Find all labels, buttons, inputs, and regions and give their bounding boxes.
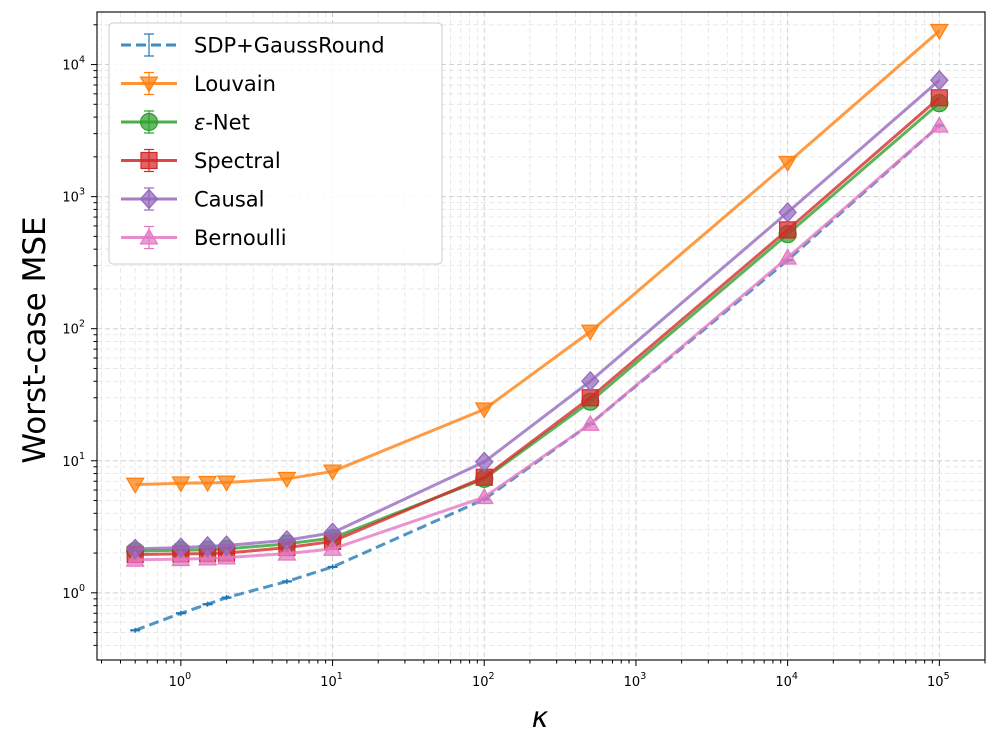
data-point: [580, 414, 600, 431]
series-1: [125, 23, 949, 494]
legend-label: Causal: [194, 188, 265, 212]
x-tick-label: 105: [927, 671, 950, 690]
data-point: [778, 248, 798, 265]
data-point: [323, 539, 343, 556]
y-tick-label: 103: [62, 187, 85, 206]
data-point: [198, 535, 217, 557]
data-point: [323, 464, 343, 481]
data-point: [930, 89, 948, 107]
legend: SDP+GaussRound Louvain ε-Net Spectral Causal…: [108, 22, 443, 265]
legend-marker: [139, 76, 159, 93]
legend-label: Louvain: [194, 72, 276, 96]
data-point: [327, 564, 338, 570]
x-tick-label: 104: [775, 671, 798, 690]
legend-box: [108, 22, 443, 265]
axis-ticks: 100 101 102 103 104 105 100 101 102 103 104: [62, 24, 986, 690]
legend-item: SDP+GaussRound: [121, 33, 385, 58]
data-point: [277, 529, 297, 551]
data-point: [323, 522, 342, 544]
y-axis-title: Worst-case MSE: [17, 216, 53, 463]
data-point: [198, 549, 218, 566]
data-point: [125, 538, 145, 560]
series-line: [135, 96, 941, 557]
legend-label: ε-Net: [194, 111, 250, 135]
data-point: [217, 535, 236, 556]
legend-label: Spectral: [194, 149, 281, 173]
data-point: [929, 23, 949, 41]
series-layer: [125, 23, 949, 633]
data-point: [778, 201, 797, 223]
legend-marker: [139, 188, 159, 210]
data-point: [171, 537, 191, 559]
data-point: [474, 451, 494, 473]
data-point: [198, 475, 218, 493]
legend-item: Bernoulli: [121, 225, 287, 250]
series-line: [135, 29, 941, 487]
data-point: [277, 471, 297, 489]
y-tick-label: 101: [62, 451, 85, 470]
legend-item: ε-Net: [121, 110, 250, 135]
data-point: [277, 544, 297, 561]
data-point: [581, 389, 599, 407]
legend-marker: [140, 151, 158, 170]
x-tick-label: 100: [169, 671, 192, 690]
legend-item: Spectral: [121, 148, 281, 173]
x-axis-title: κ: [532, 701, 549, 734]
data-point: [580, 370, 600, 392]
data-point: [580, 324, 600, 341]
data-point: [216, 548, 237, 565]
data-point: [216, 475, 237, 492]
data-point: [779, 221, 797, 239]
series-line: [135, 79, 941, 551]
series-line: [135, 102, 941, 553]
x-tick-label: 103: [624, 671, 647, 690]
x-tick-label: 101: [320, 671, 343, 690]
data-point: [175, 610, 186, 616]
legend-marker: [139, 228, 159, 245]
data-point: [130, 627, 141, 633]
x-tick-label: 102: [472, 671, 495, 690]
legend-label: Bernoulli: [194, 226, 287, 250]
data-point: [171, 476, 191, 493]
legend-item: Louvain: [121, 71, 276, 96]
y-tick-label: 102: [62, 319, 85, 338]
data-point: [778, 155, 798, 173]
data-point: [202, 601, 213, 607]
data-point: [125, 477, 145, 494]
series-line: [135, 124, 941, 562]
data-point: [221, 595, 232, 601]
data-point: [281, 578, 292, 584]
data-point: [474, 402, 494, 419]
series-4: [125, 69, 949, 560]
data-point: [474, 487, 494, 505]
data-point: [171, 549, 191, 567]
legend-label: SDP+GaussRound: [194, 34, 385, 58]
legend-marker: [139, 112, 159, 132]
y-tick-label: 100: [62, 583, 85, 602]
data-point: [929, 116, 949, 133]
plot-frame: [96, 11, 986, 661]
data-point: [930, 69, 949, 91]
legend-item: Causal: [121, 187, 265, 212]
y-tick-label: 104: [62, 55, 85, 74]
